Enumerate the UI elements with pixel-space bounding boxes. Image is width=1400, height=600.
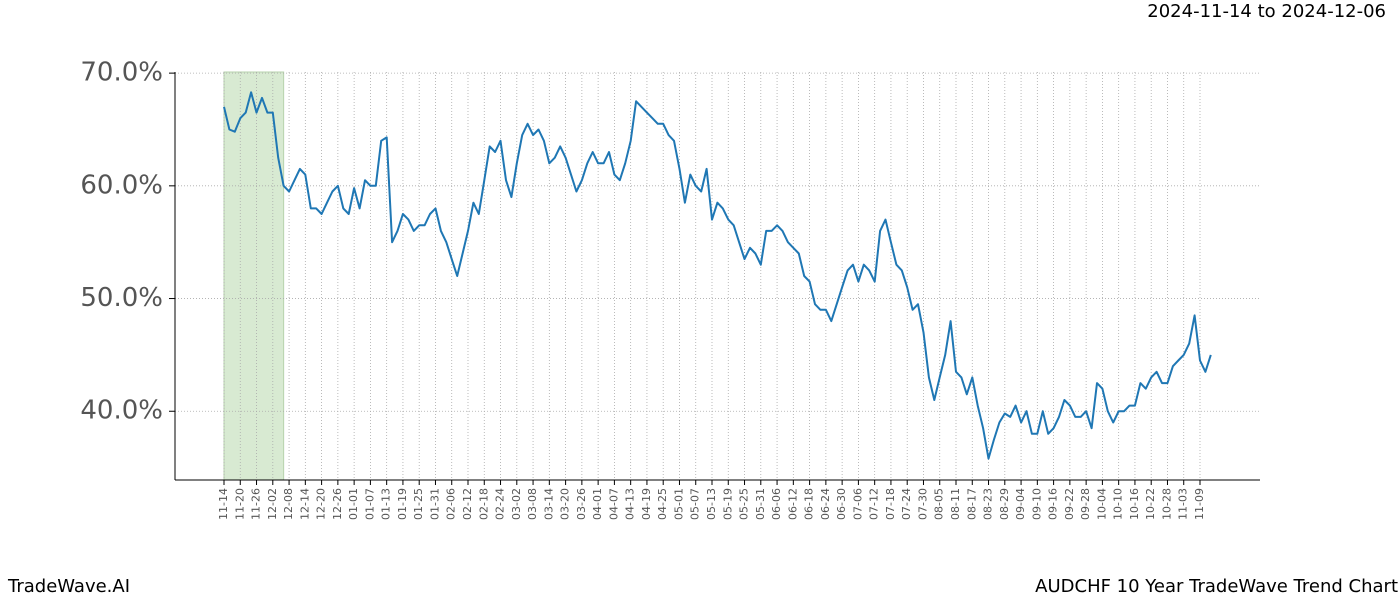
- x-tick-label: 10-10: [1112, 488, 1125, 520]
- x-tick-label: 06-06: [770, 488, 783, 520]
- x-tick-label: 02-12: [461, 488, 474, 520]
- x-tick-label: 04-25: [656, 488, 669, 520]
- x-tick-label: 11-20: [233, 488, 246, 520]
- x-tick-label: 12-26: [331, 488, 344, 520]
- x-tick-label: 08-29: [998, 488, 1011, 520]
- x-tick-label: 01-07: [363, 488, 376, 520]
- highlight-band: [223, 71, 285, 481]
- x-tick-label: 05-01: [672, 488, 685, 520]
- brand: TradeWave.AI: [7, 576, 130, 597]
- x-tick-label: 08-11: [949, 488, 962, 520]
- x-tick-label: 04-01: [591, 488, 604, 520]
- x-tick-label: 06-12: [786, 488, 799, 520]
- x-tick-label: 11-09: [1193, 488, 1206, 520]
- x-tick-label: 06-18: [803, 488, 816, 520]
- x-tick-label: 07-12: [868, 488, 881, 520]
- x-tick-label: 10-04: [1095, 488, 1108, 520]
- x-tick-label: 11-26: [250, 488, 263, 520]
- x-tick-label: 11-14: [217, 488, 230, 520]
- x-tick-label: 08-23: [982, 488, 995, 520]
- x-tick-label: 09-16: [1047, 488, 1060, 520]
- x-tick-label: 12-02: [266, 488, 279, 520]
- x-tick-label: 05-25: [738, 488, 751, 520]
- x-tick-label: 04-07: [607, 488, 620, 520]
- x-tick-label: 10-28: [1160, 488, 1173, 520]
- x-tick-label: 01-01: [347, 488, 360, 520]
- x-tick-label: 06-24: [819, 488, 832, 520]
- x-tick-label: 05-31: [754, 488, 767, 520]
- y-tick-label: 50.0%: [80, 283, 163, 313]
- x-tick-label: 10-16: [1128, 488, 1141, 520]
- date-range: 2024-11-14 to 2024-12-06: [1147, 1, 1386, 22]
- chart-name: AUDCHF 10 Year TradeWave Trend Chart: [1035, 576, 1398, 597]
- x-tick-label: 01-13: [380, 488, 393, 520]
- y-tick-label: 60.0%: [80, 170, 163, 200]
- trend-line: [223, 91, 1212, 460]
- x-tick-label: 12-20: [315, 488, 328, 520]
- x-tick-label: 05-13: [705, 488, 718, 520]
- x-tick-label: 05-07: [689, 488, 702, 520]
- x-tick-label: 08-17: [965, 488, 978, 520]
- y-tick-label: 70.0%: [80, 58, 163, 88]
- x-tick-label: 12-08: [282, 488, 295, 520]
- x-tick-label: 01-31: [428, 488, 441, 520]
- x-tick-label: 12-14: [298, 488, 311, 520]
- x-tick-label: 06-30: [835, 488, 848, 520]
- x-tick-label: 03-20: [559, 488, 572, 520]
- x-tick-label: 10-22: [1144, 488, 1157, 520]
- x-tick-label: 01-25: [412, 488, 425, 520]
- x-tick-label: 09-28: [1079, 488, 1092, 520]
- x-tick-label: 07-24: [900, 488, 913, 520]
- x-tick-label: 11-03: [1177, 488, 1190, 520]
- x-tick-label: 04-19: [640, 488, 653, 520]
- x-tick-label: 03-26: [575, 488, 588, 520]
- x-tick-label: 02-06: [445, 488, 458, 520]
- x-tick-label: 09-04: [1014, 488, 1027, 520]
- x-tick-label: 09-22: [1063, 488, 1076, 520]
- x-tick-label: 08-05: [933, 488, 946, 520]
- x-tick-label: 05-19: [721, 488, 734, 520]
- x-tick-label: 04-13: [624, 488, 637, 520]
- x-tick-label: 02-18: [477, 488, 490, 520]
- x-tick-label: 03-14: [542, 488, 555, 520]
- x-tick-label: 07-30: [916, 488, 929, 520]
- x-tick-label: 03-02: [510, 488, 523, 520]
- x-tick-label: 02-24: [494, 488, 507, 520]
- x-tick-label: 07-06: [851, 488, 864, 520]
- x-tick-label: 01-19: [396, 488, 409, 520]
- y-tick-label: 40.0%: [80, 396, 163, 426]
- x-tick-label: 07-18: [884, 488, 897, 520]
- x-tick-label: 03-08: [526, 488, 539, 520]
- x-tick-label: 09-10: [1030, 488, 1043, 520]
